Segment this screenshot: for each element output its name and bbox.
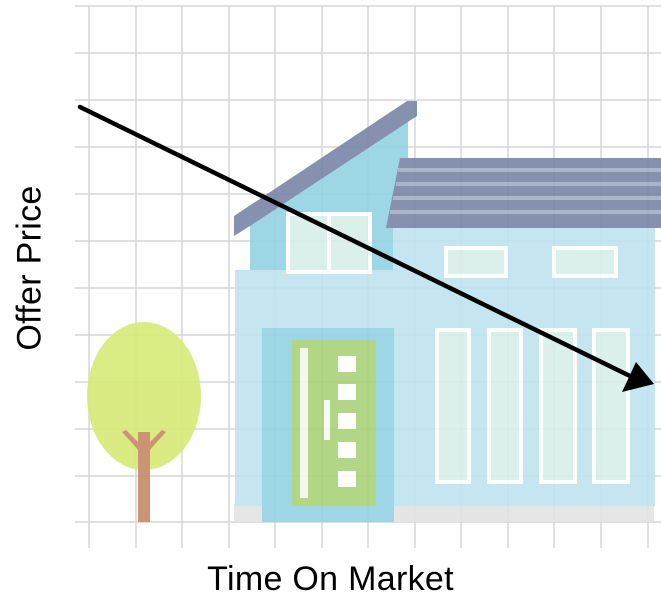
tree-branch-right <box>146 430 166 452</box>
y-axis-label: Offer Price <box>10 185 49 351</box>
trend-arrow-icon <box>77 104 654 392</box>
front-door <box>292 340 376 506</box>
tree-trunk <box>138 432 150 522</box>
tree-icon <box>87 322 201 522</box>
door-handle <box>324 400 330 440</box>
x-axis-label: Time On Market <box>207 560 454 598</box>
house-flat-roof <box>386 158 661 228</box>
tree-branch-left <box>122 430 142 452</box>
tall-windows <box>435 328 630 484</box>
house-icon <box>234 101 661 522</box>
upper-window-1 <box>444 246 508 278</box>
tree-canopy <box>87 322 201 470</box>
upper-window-2 <box>552 246 618 278</box>
